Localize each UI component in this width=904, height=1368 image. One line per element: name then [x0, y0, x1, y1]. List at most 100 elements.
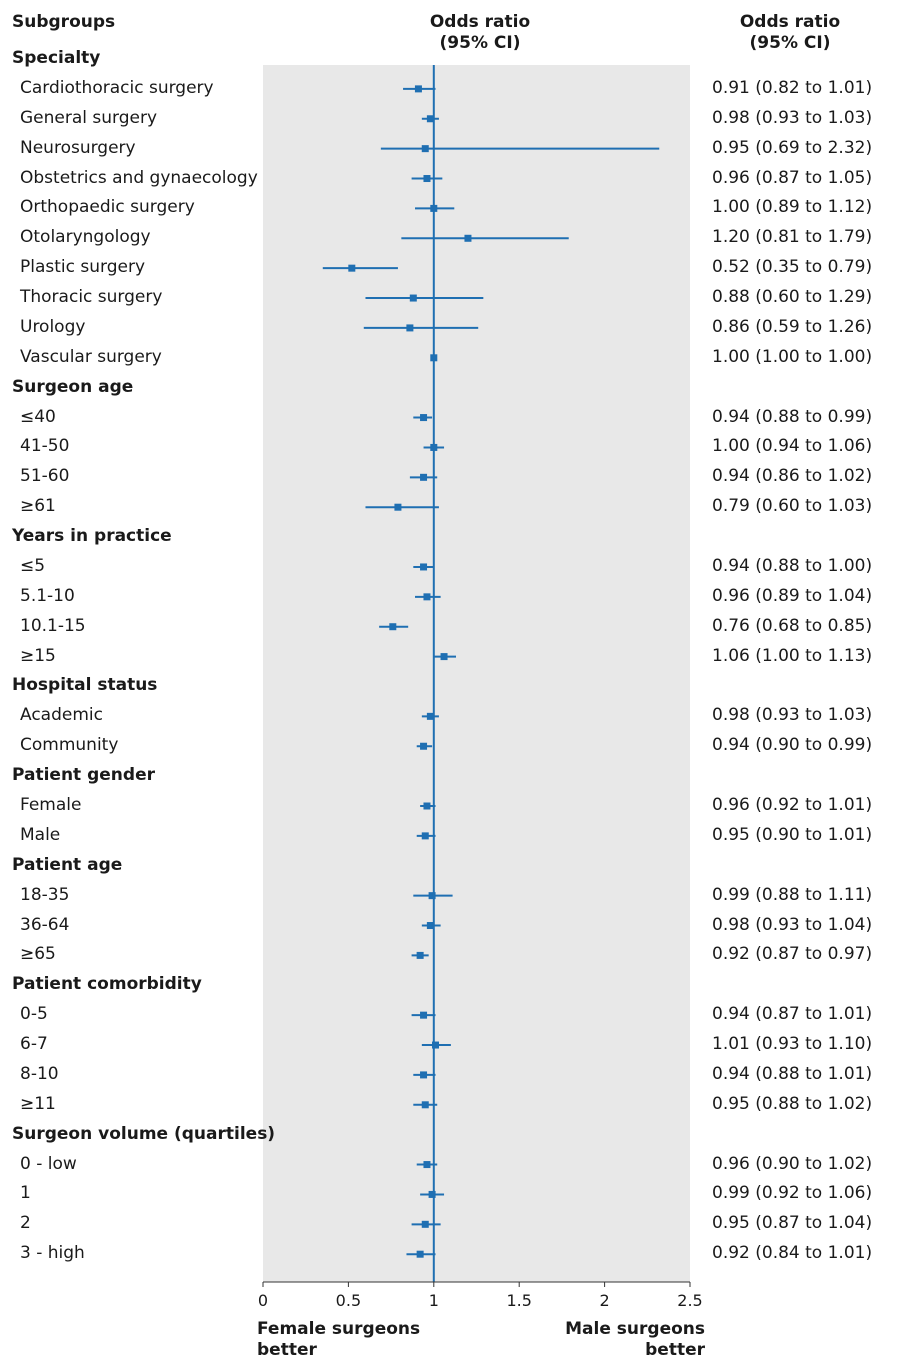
- point-estimate-marker: [428, 892, 436, 900]
- subgroup-label: Urology: [20, 316, 86, 337]
- point-estimate-marker: [421, 145, 429, 153]
- group-heading: Patient age: [12, 854, 123, 875]
- group-heading: Years in practice: [12, 526, 172, 547]
- odds-ratio-value: 0.95 (0.88 to 1.02): [712, 1093, 873, 1114]
- point-estimate-marker: [423, 1161, 431, 1169]
- odds-ratio-value: 1.06 (1.00 to 1.13): [712, 645, 873, 666]
- odds-ratio-value: 0.94 (0.88 to 1.01): [712, 1063, 873, 1084]
- point-estimate-marker: [421, 1101, 429, 1109]
- odds-ratio-value: 0.94 (0.87 to 1.01): [712, 1004, 873, 1025]
- point-estimate-marker: [423, 802, 431, 810]
- odds-ratio-value: 0.94 (0.86 to 1.02): [712, 466, 873, 487]
- point-estimate-marker: [426, 712, 434, 720]
- header-subgroups: Subgroups: [12, 12, 116, 32]
- odds-ratio-value: 1.00 (0.94 to 1.06): [712, 436, 873, 457]
- female-better-line2: better: [257, 1340, 317, 1360]
- subgroup-label: Thoracic surgery: [20, 287, 163, 308]
- subgroup-label: 36-64: [20, 914, 70, 935]
- header-odds-ratio-line1: Odds ratio: [429, 12, 531, 32]
- point-estimate-marker: [464, 234, 472, 242]
- group-heading: Surgeon volume (quartiles): [12, 1123, 276, 1144]
- point-estimate-marker: [420, 1011, 428, 1019]
- subgroup-label: Obstetrics and gynaecology: [20, 167, 258, 188]
- odds-ratio-value: 0.94 (0.88 to 0.99): [712, 406, 873, 427]
- subgroup-label: 0-5: [20, 1004, 48, 1025]
- subgroup-label: Otolaryngology: [20, 227, 151, 248]
- subgroup-label: General surgery: [20, 107, 158, 128]
- subgroup-label: ≤40: [20, 406, 56, 427]
- odds-ratio-value: 0.52 (0.35 to 0.79): [712, 257, 873, 278]
- group-heading: Patient gender: [12, 765, 155, 786]
- point-estimate-marker: [426, 922, 434, 930]
- odds-ratio-value: 1.01 (0.93 to 1.10): [712, 1034, 873, 1055]
- female-better-line1: Female surgeons: [257, 1319, 421, 1339]
- point-estimate-marker: [440, 653, 448, 661]
- point-estimate-marker: [421, 832, 429, 840]
- point-estimate-marker: [414, 85, 422, 93]
- subgroup-label: Male: [20, 824, 61, 845]
- odds-ratio-value: 0.96 (0.87 to 1.05): [712, 167, 873, 188]
- subgroup-label: Neurosurgery: [20, 137, 136, 158]
- subgroup-label: 5.1-10: [20, 585, 75, 606]
- point-estimate-marker: [394, 503, 402, 511]
- subgroup-label: Plastic surgery: [20, 257, 146, 278]
- subgroup-label: 3 - high: [20, 1243, 85, 1264]
- subgroup-label: Orthopaedic surgery: [20, 197, 195, 218]
- point-estimate-marker: [428, 1190, 436, 1198]
- x-tick-label: 0: [258, 1291, 268, 1310]
- subgroup-label: Community: [20, 735, 119, 756]
- odds-ratio-value: 0.99 (0.92 to 1.06): [712, 1183, 873, 1204]
- subgroup-label: Academic: [20, 705, 103, 726]
- odds-ratio-value: 0.96 (0.90 to 1.02): [712, 1153, 873, 1174]
- subgroup-label: 0 - low: [20, 1153, 77, 1174]
- group-heading: Hospital status: [12, 675, 158, 696]
- x-tick-label: 0.5: [336, 1291, 361, 1310]
- point-estimate-marker: [432, 1041, 440, 1049]
- odds-ratio-value: 0.91 (0.82 to 1.01): [712, 77, 873, 98]
- header-odds-ratio-line2: (95% CI): [439, 33, 521, 53]
- point-estimate-marker: [430, 443, 438, 451]
- odds-ratio-value: 0.98 (0.93 to 1.03): [712, 107, 873, 128]
- odds-ratio-value: 0.99 (0.88 to 1.11): [712, 884, 873, 905]
- male-better-line2: better: [645, 1340, 705, 1360]
- group-heading: Surgeon age: [12, 376, 134, 397]
- male-better-label: Male surgeons better: [560, 1319, 705, 1361]
- odds-ratio-value: 0.79 (0.60 to 1.03): [712, 496, 873, 517]
- point-estimate-marker: [406, 324, 414, 332]
- x-tick-label: 1.5: [506, 1291, 531, 1310]
- point-estimate-marker: [416, 1250, 424, 1258]
- subgroup-label: ≥15: [20, 645, 56, 666]
- point-estimate-marker: [420, 563, 428, 571]
- group-heading: Patient comorbidity: [12, 974, 202, 995]
- male-better-line1: Male surgeons: [565, 1319, 705, 1339]
- header-odds-ratio-values: Odds ratio (95% CI): [700, 12, 880, 54]
- x-tick-label: 2.5: [677, 1291, 702, 1310]
- odds-ratio-value: 0.96 (0.92 to 1.01): [712, 795, 873, 815]
- odds-ratio-value: 1.00 (1.00 to 1.00): [712, 346, 873, 367]
- subgroup-label: Vascular surgery: [20, 346, 162, 367]
- subgroup-label: ≥61: [20, 496, 56, 517]
- subgroup-label: 18-35: [20, 884, 70, 905]
- odds-ratio-value: 0.95 (0.90 to 1.01): [712, 824, 873, 845]
- odds-ratio-value: 0.92 (0.84 to 1.01): [712, 1243, 873, 1264]
- subgroup-label: 2: [20, 1213, 31, 1234]
- subgroup-label: 6-7: [20, 1034, 48, 1055]
- subgroup-label: ≤5: [20, 555, 46, 576]
- point-estimate-marker: [416, 951, 424, 959]
- header-values-line1: Odds ratio: [739, 12, 841, 32]
- point-estimate-marker: [389, 623, 397, 631]
- point-estimate-marker: [420, 473, 428, 481]
- x-tick-label: 1: [429, 1291, 439, 1310]
- point-estimate-marker: [348, 264, 356, 272]
- odds-ratio-value: 0.76 (0.68 to 0.85): [712, 615, 873, 636]
- odds-ratio-value: 0.92 (0.87 to 0.97): [712, 944, 873, 965]
- subgroup-label: 8-10: [20, 1063, 59, 1084]
- point-estimate-marker: [423, 593, 431, 601]
- subgroup-label: 1: [20, 1183, 31, 1204]
- point-estimate-marker: [409, 294, 417, 302]
- point-estimate-marker: [423, 175, 431, 183]
- point-estimate-marker: [420, 414, 428, 422]
- odds-ratio-value: 0.86 (0.59 to 1.26): [712, 316, 873, 337]
